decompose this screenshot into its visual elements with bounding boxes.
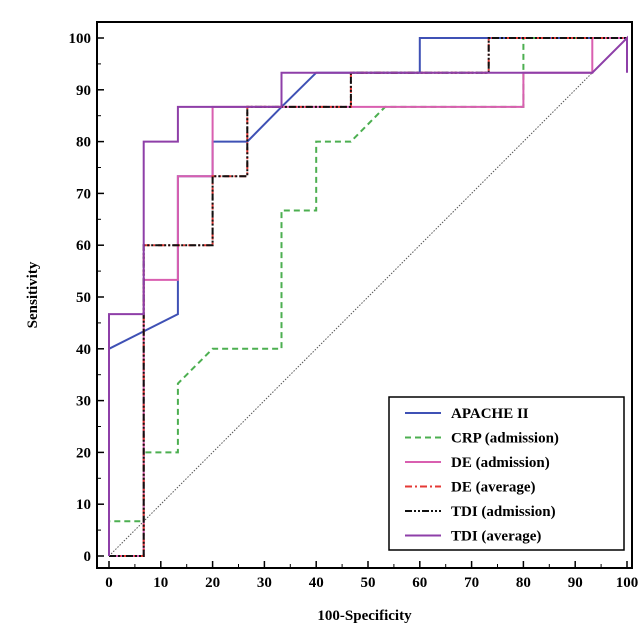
x-tick-label: 10	[153, 575, 168, 591]
legend: APACHE II CRP (admission) DE (admission) DE…	[388, 396, 625, 551]
x-tick-label: 70	[464, 575, 479, 591]
legend-entry-label: DE (admission)	[451, 455, 550, 471]
y-tick-label: 90	[76, 83, 91, 99]
y-tick-label: 40	[76, 342, 91, 358]
y-tick-label: 70	[76, 186, 91, 202]
legend-entry-label: CRP (admission)	[451, 431, 559, 447]
y-tick-label: 0	[84, 549, 92, 565]
legend-entry-label: TDI (average)	[451, 529, 541, 545]
x-axis-title: 100-Specificity	[317, 608, 412, 624]
x-tick-label: 0	[105, 575, 113, 591]
x-tick-label: 60	[412, 575, 427, 591]
legend-entry-label: DE (average)	[451, 480, 536, 496]
reference-diagonal	[108, 37, 628, 557]
reference-line-layer	[108, 37, 628, 557]
legend-entry-label: TDI (admission)	[451, 504, 556, 520]
y-tick-label: 60	[76, 238, 91, 254]
x-tick-label: 40	[309, 575, 324, 591]
series-line-tdi-average	[108, 35, 628, 556]
y-tick-label: 10	[76, 497, 91, 513]
x-tick-label: 50	[361, 575, 376, 591]
legend-box	[388, 396, 625, 551]
series-layer	[108, 35, 628, 557]
legend-entry-label: APACHE II	[451, 406, 529, 422]
y-axis-title: Sensitivity	[25, 261, 41, 328]
plot-frame	[96, 21, 633, 569]
x-tick-label: 80	[516, 575, 531, 591]
axes-layer: 0 10 20 30 40 50 60 70 80 90 100 0 10 20 30 40 50 60 70 80 9…	[69, 21, 639, 591]
y-tick-label: 20	[76, 445, 91, 461]
y-tick-label: 30	[76, 394, 91, 410]
x-tick-label: 30	[257, 575, 272, 591]
y-tick-label: 50	[76, 290, 91, 306]
y-tick-label: 80	[76, 135, 91, 151]
x-tick-label: 100	[616, 575, 639, 591]
x-tick-label: 90	[568, 575, 583, 591]
x-tick-label: 20	[205, 575, 220, 591]
y-tick-label: 100	[69, 31, 92, 47]
series-line-apache-ii	[108, 37, 627, 350]
